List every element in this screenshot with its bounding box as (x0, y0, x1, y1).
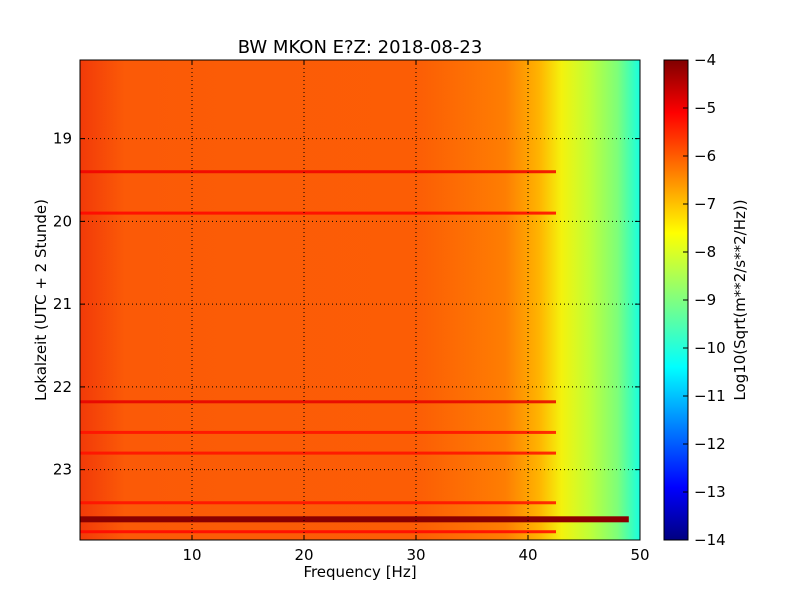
y-tick-label: 22 (53, 378, 72, 396)
x-axis-label: Frequency [Hz] (303, 563, 416, 581)
noise-band (80, 516, 629, 523)
y-tick-label: 19 (53, 130, 72, 148)
chart-title: BW MKON E?Z: 2018-08-23 (238, 37, 483, 58)
colorbar-tick-label: −4 (694, 51, 716, 69)
colorbar-tick-label: −13 (694, 483, 726, 501)
colorbar-tick-label: −10 (694, 339, 726, 357)
noise-band (80, 400, 556, 404)
colorbar-tick-label: −9 (694, 291, 716, 309)
y-axis-ticks: 19 20 21 22 23 (53, 130, 640, 479)
y-tick-label: 21 (53, 295, 72, 313)
spectrogram-background (80, 60, 640, 540)
x-tick-label: 10 (182, 546, 201, 564)
colorbar-label: Log10(Sqrt(m**2/s**2/Hz)) (731, 199, 749, 400)
grid-layer (80, 60, 640, 540)
y-tick-label: 20 (53, 212, 72, 230)
y-axis-label: Lokalzeit (UTC + 2 Stunde) (32, 199, 50, 401)
x-tick-label: 50 (630, 546, 649, 564)
colorbar-tick-label: −12 (694, 435, 726, 453)
x-tick-label: 30 (406, 546, 425, 564)
colorbar-tick-label: −14 (694, 531, 726, 549)
colorbar-tick-label: −11 (694, 387, 726, 405)
colorbar-tick-label: −7 (694, 195, 716, 213)
noise-band (80, 501, 556, 505)
noise-band (80, 530, 556, 534)
y-tick-label: 23 (53, 461, 72, 479)
noise-band (80, 430, 556, 434)
plot-frame (79, 59, 641, 541)
plot-area (80, 60, 640, 540)
colorbar-tick-label: −5 (694, 99, 716, 117)
band-layer (80, 170, 629, 534)
colorbar-tick-label: −6 (694, 147, 716, 165)
x-tick-label: 40 (518, 546, 537, 564)
colorbar-tick-label: −8 (694, 243, 716, 261)
colorbar (663, 59, 689, 541)
noise-band (80, 170, 556, 174)
noise-band (80, 211, 556, 215)
x-tick-label: 20 (294, 546, 313, 564)
colorbar-ticks: −4 −5 −6 −7 −8 −9 −10 −11 −12 −13 −14 (683, 51, 726, 549)
noise-band (80, 451, 556, 455)
x-axis-ticks: 10 20 30 40 50 (182, 60, 650, 564)
